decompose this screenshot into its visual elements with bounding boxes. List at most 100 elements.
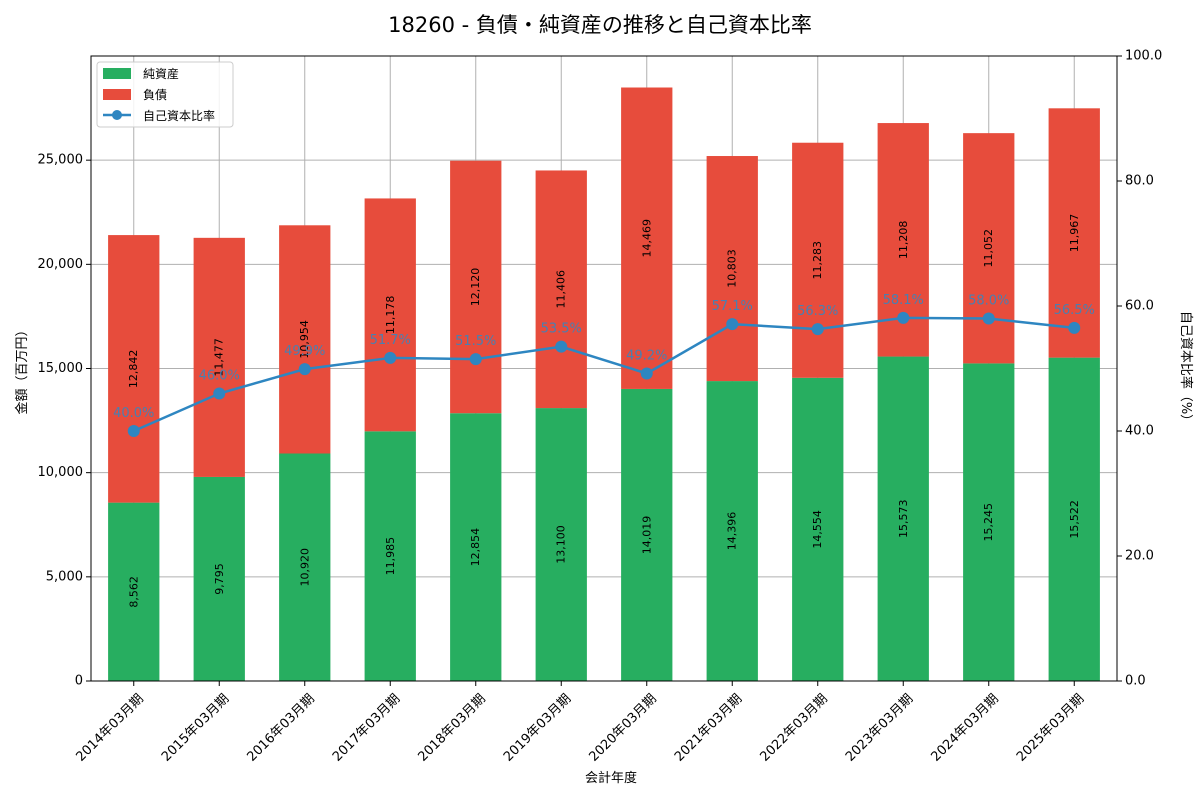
bar-liabilities (1048, 108, 1100, 358)
y-tick-label: 10,000 (38, 465, 84, 480)
x-tick-label: 2025年03月期 (1014, 691, 1087, 764)
ratio-marker (555, 340, 568, 353)
x-tick-label: 2022年03月期 (758, 691, 831, 764)
y2-tick-label: 60.0 (1125, 299, 1154, 314)
ratio-marker (384, 351, 397, 364)
bar-value-label: 11,178 (384, 296, 397, 335)
bar-net-assets (193, 476, 245, 681)
bar-liabilities (108, 235, 160, 503)
bar-value-label: 9,795 (213, 563, 226, 595)
segment-labels: 8,562 12,842 9,795 11,477 10,920 10,954 11,985… (127, 214, 1081, 608)
x-tick-label: 2015年03月期 (159, 691, 232, 764)
ratio-label: 46.0% (199, 369, 240, 384)
x-tick-label: 2021年03月期 (672, 691, 745, 764)
bar-value-label: 14,469 (640, 219, 653, 258)
bar-liabilities (535, 170, 587, 409)
y-tick-label: 0 (75, 674, 83, 689)
y2-tick-label: 100.0 (1125, 49, 1162, 64)
x-tick-label: 2024年03月期 (929, 691, 1002, 764)
bar-value-label: 13,100 (555, 525, 568, 564)
bar-value-label: 14,554 (811, 510, 824, 549)
bar-net-assets (535, 408, 587, 681)
bar-net-assets (364, 431, 416, 681)
bar-value-label: 10,803 (726, 249, 739, 288)
ratio-marker (726, 318, 739, 331)
bar-value-label: 11,967 (1068, 214, 1081, 253)
x-tick-label: 2017年03月期 (330, 691, 403, 764)
ratio-label: 49.9% (284, 344, 325, 359)
bar-value-label: 10,954 (298, 320, 311, 359)
bar-net-assets (792, 377, 844, 681)
x-axis-label: 会計年度 (585, 770, 637, 786)
ratio-line-path (133, 316, 1075, 433)
y2-tick-label: 40.0 (1125, 424, 1154, 439)
bar-liabilities (792, 142, 844, 378)
ratio-label: 53.5% (541, 322, 582, 337)
bar-value-label: 14,019 (640, 516, 653, 555)
ratio-label: 56.3% (797, 304, 838, 319)
bar-liabilities (450, 160, 502, 414)
bar-net-assets (450, 413, 502, 681)
bar-value-label: 12,842 (127, 350, 140, 389)
y-tick-label: 5,000 (46, 569, 83, 584)
chart-title: 18260 - 負債・純資産の推移と自己資本比率 (388, 13, 812, 37)
bar-liabilities (706, 156, 758, 382)
bar-liabilities (963, 133, 1015, 364)
y2-tick-label: 20.0 (1125, 549, 1154, 564)
bar-net-assets (877, 356, 929, 681)
ratio-label: 58.0% (968, 294, 1009, 309)
ratio-marker (127, 425, 140, 437)
x-tick-label: 2023年03月期 (843, 691, 916, 764)
y-tick-label: 25,000 (38, 153, 84, 168)
y2-tick-label: 0.0 (1125, 674, 1146, 689)
bar-value-label: 11,985 (384, 537, 397, 576)
ratio-marker (1068, 321, 1081, 334)
legend-label-ratio: 自己資本比率 (143, 108, 215, 123)
ratio-marker (982, 312, 995, 325)
bar-net-assets (621, 388, 673, 681)
bar-liabilities (621, 87, 673, 389)
ratio-label: 51.5% (455, 334, 496, 349)
x-tick-label: 2020年03月期 (587, 691, 660, 764)
bar-value-label: 11,283 (811, 241, 824, 280)
bar-value-label: 15,573 (897, 500, 910, 539)
ratio-marker (213, 387, 226, 400)
x-tick-label: 2019年03月期 (501, 691, 574, 764)
x-tick-label: 2014年03月期 (74, 691, 147, 764)
bar-value-label: 11,208 (897, 221, 910, 260)
bar-net-assets (279, 453, 331, 681)
bar-value-label: 15,522 (1068, 500, 1081, 539)
ratio-label: 58.1% (883, 293, 924, 308)
bar-net-assets (963, 363, 1015, 681)
ratio-label: 51.7% (370, 333, 411, 348)
legend-label-net-assets: 純資産 (143, 66, 179, 81)
bar-value-label: 8,562 (127, 576, 140, 608)
bar-liabilities (193, 237, 245, 477)
x-tick-label: 2018年03月期 (416, 691, 489, 764)
bar-net-assets (1048, 357, 1100, 681)
ratio-marker (897, 311, 910, 324)
legend: 純資産 負債 自己資本比率 (96, 61, 234, 128)
ratio-label: 57.1% (712, 299, 753, 314)
bar-net-assets (706, 381, 758, 681)
y2-tick-label: 80.0 (1125, 174, 1154, 189)
bar-value-label: 11,052 (982, 229, 995, 267)
ratio-label: 56.5% (1054, 303, 1095, 318)
bar-value-label: 12,120 (469, 268, 482, 307)
ratio-line: 40.0% 46.0% 49.9% 51.7% 51.5% 53.5% 49.2% 57.1%… (113, 293, 1095, 437)
legend-label-liabilities: 負債 (143, 87, 167, 102)
y2-axis-label: 自己資本比率（%） (1178, 311, 1194, 427)
bar-net-assets (108, 502, 160, 681)
bar-value-label: 11,477 (213, 338, 226, 377)
bar-value-label: 11,406 (555, 270, 568, 309)
legend-swatch-ratio-marker (112, 110, 122, 120)
bars (108, 87, 1100, 681)
y-axis-label: 金額（百万円） (14, 323, 30, 414)
legend-swatch-net-assets (103, 68, 131, 79)
ratio-marker (811, 323, 824, 336)
ratio-label: 40.0% (113, 406, 154, 421)
ratio-marker (640, 367, 653, 380)
ratio-marker (298, 363, 311, 376)
bar-value-label: 10,920 (298, 548, 311, 587)
